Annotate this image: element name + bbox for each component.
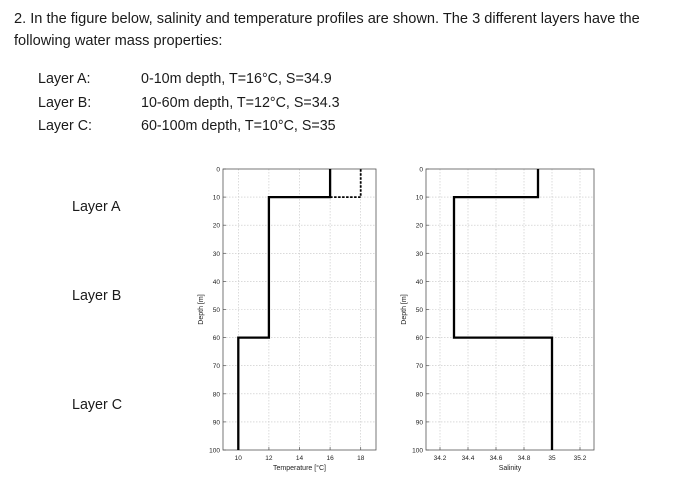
salinity-y-tick-label: 50 (416, 307, 424, 314)
salinity-y-tick-label: 40 (416, 279, 424, 286)
layer-b-property: Layer B: 10-60m depth, T=12°C, S=34.3 (38, 92, 340, 116)
temperature-y-tick-label: 100 (209, 448, 220, 455)
temperature-series-dashed-profile (330, 169, 362, 199)
salinity-x-tick-label: 34.2 (434, 455, 447, 462)
layer-c-name: Layer C: (38, 118, 93, 134)
temperature-x-tick-label: 14 (296, 455, 304, 462)
temperature-y-tick-label: 0 (216, 167, 220, 174)
temperature-y-tick-label: 20 (213, 223, 221, 230)
salinity-chart: 0 10 20 30 40 50 60 70 80 90 100 34.2 34.4 34.6 34.8 35… (401, 167, 595, 472)
salinity-y-tick-label: 80 (416, 391, 424, 398)
temperature-y-tick-label: 40 (213, 279, 221, 286)
temperature-y-tick-label: 30 (213, 251, 221, 258)
layer-c-desc: 60-100m depth, T=10°C, S=35 (141, 118, 336, 134)
salinity-y-tick-label: 20 (416, 223, 424, 230)
temperature-y-axis-label: Depth [m] (198, 294, 205, 324)
question-text: 2. In the figure below, salinity and tem… (14, 11, 640, 49)
temperature-y-tick-label: 60 (213, 335, 221, 342)
temperature-y-tick-label: 10 (213, 195, 221, 202)
salinity-y-tick-label: 10 (416, 195, 424, 202)
salinity-y-tick-label: 60 (416, 335, 424, 342)
salinity-x-tick-label: 35.2 (574, 455, 587, 462)
salinity-x-tick-label: 34.8 (518, 455, 531, 462)
salinity-x-axis-label: Salinity (499, 465, 522, 472)
salinity-x-tick-label: 34.4 (462, 455, 475, 462)
layer-a-desc: 0-10m depth, T=16°C, S=34.9 (141, 71, 332, 87)
temperature-x-tick-label: 18 (357, 455, 365, 462)
temperature-x-tick-label: 10 (235, 455, 243, 462)
salinity-y-tick-label: 30 (416, 251, 424, 258)
temperature-y-tick-label: 50 (213, 307, 221, 314)
side-label-layer-a: Layer A (72, 199, 121, 215)
temperature-x-axis-label: Temperature [°C] (273, 464, 326, 472)
temperature-y-tick-label: 80 (213, 391, 221, 398)
salinity-series-profile (452, 169, 554, 450)
temperature-series-profile (237, 169, 332, 450)
salinity-y-tick-label: 0 (419, 167, 423, 174)
temperature-x-tick-label: 16 (326, 455, 334, 462)
side-label-layer-c: Layer C (72, 397, 123, 413)
side-label-layer-b: Layer B (72, 288, 122, 304)
salinity-y-tick-label: 70 (416, 363, 424, 370)
temperature-y-tick-label: 90 (213, 419, 221, 426)
layer-a-property: Layer A: 0-10m depth, T=16°C, S=34.9 (38, 68, 340, 92)
salinity-y-axis-label: Depth [m] (401, 294, 408, 324)
salinity-x-tick-label: 34.6 (490, 455, 503, 462)
salinity-y-tick-label: 100 (412, 448, 423, 455)
layer-b-desc: 10-60m depth, T=12°C, S=34.3 (141, 94, 340, 111)
layer-c-property: Layer C: 60-100m depth, T=10°C, S=35 (38, 115, 340, 139)
layer-b-name: Layer B: (38, 94, 92, 111)
temperature-chart: 0 10 20 30 40 50 60 70 80 90 100 10 12 14 16 18 Temperat… (198, 167, 377, 472)
temperature-y-tick-label: 70 (213, 363, 221, 370)
temperature-x-tick-label: 12 (265, 455, 273, 462)
layer-properties-list: Layer A: 0-10m depth, T=16°C, S=34.9 Lay… (38, 68, 340, 139)
layer-a-name: Layer A: (38, 71, 91, 87)
salinity-x-tick-label: 35 (548, 455, 556, 462)
salinity-y-tick-label: 90 (416, 419, 424, 426)
